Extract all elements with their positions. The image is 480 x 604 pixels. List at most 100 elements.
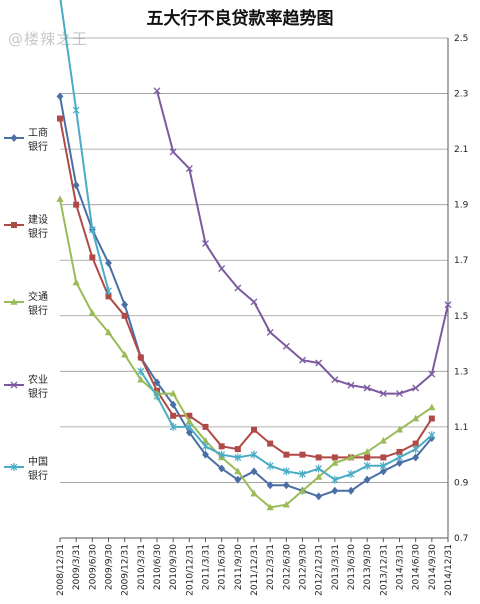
x-tick-label: 2011/6/30 <box>218 544 228 590</box>
data-point <box>282 481 290 490</box>
x-tick-label: 2010/9/30 <box>169 544 179 590</box>
data-point <box>250 450 258 459</box>
data-point <box>428 431 436 440</box>
x-tick-label: 2008/12/31 <box>56 544 66 596</box>
series-lines <box>56 0 452 511</box>
data-point <box>72 181 80 190</box>
legend-entry: 建设银行 <box>4 213 48 240</box>
x-tick-label: 2012/9/30 <box>299 544 309 590</box>
data-point <box>169 148 177 156</box>
x-tick-label: 2010/12/31 <box>185 544 195 596</box>
y-tick-label: 1.1 <box>454 423 468 433</box>
legend-entry: 农业银行 <box>4 373 48 400</box>
data-point <box>266 461 274 470</box>
data-point <box>428 370 436 378</box>
data-point <box>137 354 144 361</box>
data-point <box>347 486 355 495</box>
data-point <box>250 467 258 476</box>
data-point <box>282 467 290 476</box>
data-point <box>169 400 177 409</box>
x-tick-label: 2009/9/30 <box>105 544 115 590</box>
series-1 <box>57 115 435 461</box>
data-point <box>299 470 306 479</box>
data-point <box>121 300 129 309</box>
x-tick-label: 2012/6/30 <box>282 544 292 590</box>
data-point <box>315 492 323 501</box>
data-point <box>412 384 420 392</box>
data-point <box>89 254 96 261</box>
data-point <box>234 475 242 484</box>
x-tick-label: 2013/12/31 <box>379 544 389 596</box>
data-point <box>251 426 257 433</box>
data-point <box>331 459 339 466</box>
x-tick-label: 2013/6/30 <box>347 544 357 590</box>
data-point <box>185 422 193 431</box>
data-point <box>105 293 112 300</box>
data-point <box>185 417 193 425</box>
legend-label: 农业银行 <box>28 373 48 400</box>
x-tick-label: 2014/9/30 <box>428 544 438 590</box>
data-point <box>88 309 96 316</box>
data-point <box>250 489 258 497</box>
data-point <box>10 298 18 305</box>
data-point <box>88 225 96 234</box>
data-point <box>201 436 210 444</box>
x-tick-label: 2012/12/31 <box>315 544 325 596</box>
data-point <box>185 428 193 437</box>
data-point <box>57 115 63 122</box>
data-point <box>396 448 403 455</box>
data-point <box>347 381 355 389</box>
data-point <box>202 450 209 459</box>
data-point <box>395 425 404 433</box>
data-point <box>379 461 387 470</box>
data-point <box>363 475 371 484</box>
data-point <box>379 436 387 444</box>
y-tick-label: 1.9 <box>454 201 469 211</box>
data-point <box>331 475 339 484</box>
data-point <box>282 500 290 508</box>
y-tick-label: 2.1 <box>454 145 468 155</box>
data-point <box>186 412 193 419</box>
series-line <box>59 118 433 459</box>
data-point <box>347 453 355 461</box>
data-point <box>185 165 193 173</box>
legend-label: 中国银行 <box>28 455 48 482</box>
data-point <box>315 473 323 480</box>
legend-label: 交通银行 <box>28 290 48 317</box>
data-point <box>363 461 371 470</box>
data-point <box>331 454 338 461</box>
x-tick-label: 2011/9/30 <box>234 544 244 590</box>
legend-entry: 工商银行 <box>4 126 48 153</box>
data-point <box>250 298 258 306</box>
data-point <box>299 451 306 458</box>
data-point <box>153 87 161 95</box>
data-point <box>315 464 323 473</box>
data-point <box>283 451 290 458</box>
y-tick-label: 0.9 <box>454 478 469 488</box>
data-point <box>137 367 145 376</box>
x-axis-ticks: 2008/12/31 2009/3/31 2009/6/30 2009/9/30 200… <box>56 544 454 596</box>
data-point <box>267 440 274 447</box>
data-point <box>396 459 403 467</box>
data-point <box>137 375 145 383</box>
legend-label: 建设银行 <box>28 213 48 240</box>
x-tick-label: 2011/3/31 <box>202 544 212 590</box>
data-point <box>379 390 387 398</box>
x-tick-label: 2013/9/30 <box>363 544 373 590</box>
data-point <box>202 442 209 451</box>
data-point <box>266 328 274 336</box>
chart-title: 五大行不良贷款率趋势图 <box>147 8 334 29</box>
data-point <box>299 356 306 364</box>
data-point <box>363 448 371 455</box>
x-tick-label: 2013/3/31 <box>331 544 341 590</box>
data-point <box>266 503 274 511</box>
series-line <box>59 198 433 509</box>
data-point <box>104 328 113 336</box>
data-point <box>170 412 177 419</box>
data-point <box>121 350 129 358</box>
legend-label: 工商银行 <box>28 126 48 153</box>
data-point <box>153 378 161 387</box>
data-point <box>10 134 18 142</box>
